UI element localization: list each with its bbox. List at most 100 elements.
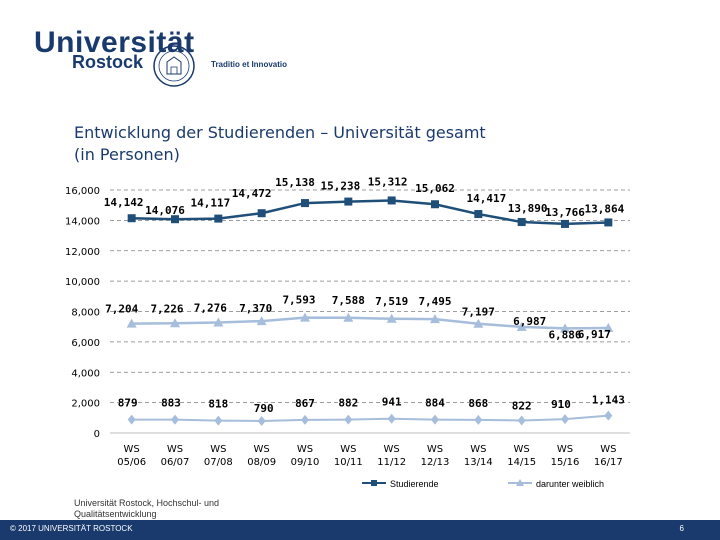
data-point-marker <box>474 414 483 425</box>
data-label: 818 <box>208 398 228 411</box>
data-label: 7,226 <box>150 302 183 315</box>
data-point-marker <box>344 197 353 206</box>
data-label: 7,593 <box>282 294 315 307</box>
data-label: 822 <box>512 400 532 413</box>
data-point-marker <box>127 414 136 425</box>
data-label: 7,519 <box>375 295 408 308</box>
x-axis-ticks: WS 05/06 WS 06/07 WS 07/08 WS 08/09 WS 09/10 WS 10/… <box>117 444 622 468</box>
x-tick-label: WS 06/07 <box>161 444 190 468</box>
y-tick-label: 16,000 <box>65 186 100 197</box>
data-label: 7,495 <box>418 295 451 308</box>
series-line <box>131 316 609 330</box>
university-name: Universität <box>34 26 195 59</box>
x-tick-label: WS 05/06 <box>117 444 146 468</box>
data-point-marker <box>560 323 570 333</box>
data-label: 6,987 <box>513 315 546 328</box>
x-tick-label: WS 08/09 <box>247 444 276 468</box>
y-tick-label: 8,000 <box>71 308 100 319</box>
data-label: 14,076 <box>145 204 185 217</box>
x-tick-label: WS 14/15 <box>507 444 536 468</box>
data-label: 14,472 <box>232 187 272 200</box>
x-tick-label: WS 16/17 <box>594 444 623 468</box>
data-point-marker <box>344 414 353 425</box>
y-tick-label: 10,000 <box>65 277 100 288</box>
data-label: 14,117 <box>190 197 230 210</box>
data-label: 883 <box>161 397 181 410</box>
x-tick-label: WS 13/14 <box>464 444 493 468</box>
data-label: 1,143 <box>592 394 625 407</box>
chart-legend: Studierende darunter weiblich <box>362 479 604 489</box>
data-label: 790 <box>254 402 274 415</box>
data-point-marker <box>516 321 527 331</box>
data-point-marker <box>517 218 526 227</box>
x-tick-label: WS 10/11 <box>334 444 363 468</box>
chart-grid <box>110 189 630 434</box>
data-label: 941 <box>382 396 402 409</box>
data-point-marker <box>604 410 613 421</box>
slide-title-line-2: (in Personen) <box>74 145 180 164</box>
legend-label: darunter weiblich <box>536 479 604 489</box>
data-point-marker <box>257 416 266 427</box>
data-label: 15,062 <box>415 182 455 195</box>
data-label: 867 <box>295 397 315 410</box>
data-point-marker <box>343 312 354 322</box>
data-label: 6,917 <box>578 328 611 341</box>
data-label: 13,890 <box>508 202 548 215</box>
footer-copyright: © 2017 UNIVERSITÄT ROSTOCK <box>10 524 133 533</box>
data-point-marker <box>517 415 526 426</box>
university-seal-icon <box>153 45 195 87</box>
data-point-marker <box>256 316 267 326</box>
data-label: 15,138 <box>275 176 315 189</box>
data-point-marker <box>214 415 223 426</box>
data-point-marker <box>171 414 179 425</box>
y-tick-label: 14,000 <box>65 216 100 227</box>
header: Universität Rostock Traditio et Innovati… <box>0 0 720 95</box>
data-label: 7,204 <box>105 303 138 316</box>
data-point-marker <box>431 200 439 209</box>
slide-title-line-1: Entwicklung der Studierenden – Universit… <box>74 123 486 142</box>
data-point-marker <box>301 414 309 425</box>
data-point-marker <box>430 314 440 324</box>
university-city: Rostock <box>72 52 144 72</box>
data-label: 7,276 <box>194 301 227 314</box>
data-label: 884 <box>425 397 445 410</box>
data-label: 7,588 <box>332 294 365 307</box>
series-line <box>131 414 609 423</box>
source-note: Universität Rostock, Hochschul- und Qual… <box>74 498 220 519</box>
data-label: 13,864 <box>584 202 624 215</box>
data-point-marker <box>431 414 439 425</box>
data-label: 879 <box>118 397 138 410</box>
data-point-marker <box>561 414 569 425</box>
x-tick-label: WS 12/13 <box>421 444 450 468</box>
data-label: 15,238 <box>320 180 360 193</box>
data-point-marker <box>604 218 613 227</box>
slide-title: Entwicklung der Studierenden – Universit… <box>74 122 486 166</box>
university-motto: Traditio et Innovatio <box>211 60 288 69</box>
legend-label: Studierende <box>390 479 439 489</box>
data-point-marker <box>127 214 136 223</box>
data-label: 14,142 <box>104 196 144 209</box>
x-tick-label: WS 07/08 <box>204 444 233 468</box>
data-point-marker <box>171 215 179 224</box>
data-point-marker <box>126 318 137 328</box>
data-label: 13,766 <box>545 206 585 219</box>
data-point-marker <box>386 313 397 323</box>
data-point-marker <box>214 214 223 223</box>
y-tick-label: 0 <box>94 429 100 440</box>
data-point-marker <box>170 318 180 328</box>
x-tick-label: WS 15/16 <box>551 444 580 468</box>
y-tick-label: 4,000 <box>71 368 100 379</box>
data-point-marker <box>213 317 224 327</box>
y-tick-label: 12,000 <box>65 247 100 258</box>
data-point-marker <box>561 219 569 228</box>
legend-marker <box>371 480 377 486</box>
data-point-marker <box>603 322 614 332</box>
data-label: 868 <box>468 397 488 410</box>
data-point-marker <box>301 199 309 208</box>
footer-bar <box>0 520 720 540</box>
legend-marker <box>516 479 524 486</box>
data-label: 882 <box>338 397 358 410</box>
x-tick-label: WS 11/12 <box>377 444 406 468</box>
data-label: 6,886 <box>548 328 581 341</box>
